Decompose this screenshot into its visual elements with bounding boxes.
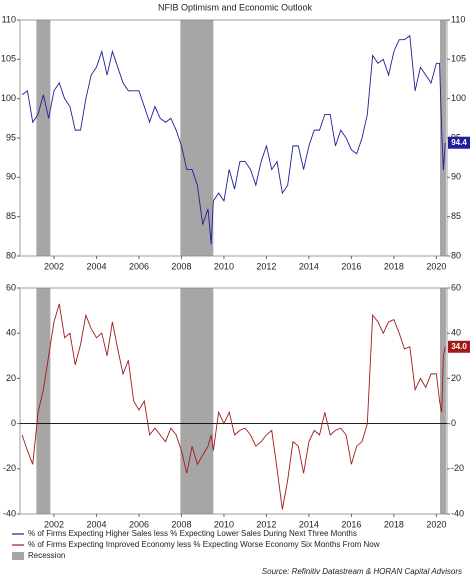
last-value-label: 94.4	[451, 138, 467, 147]
y-tick-label: 100	[451, 93, 466, 103]
x-tick-label: 2002	[44, 519, 64, 529]
y-tick-label: 90	[6, 172, 16, 182]
x-tick-label: 2016	[341, 261, 361, 271]
y-tick-label: 105	[1, 54, 16, 64]
x-tick-label: 2012	[256, 519, 276, 529]
y-tick-label: 60	[6, 282, 16, 292]
y-tick-label: 20	[6, 373, 16, 383]
x-tick-label: 2004	[86, 261, 106, 271]
y-tick-label: -20	[451, 463, 464, 473]
recession-band	[36, 20, 51, 256]
source: Source: Refinitiv Datastream & HORAN Cap…	[262, 567, 462, 576]
x-tick-label: 2002	[44, 261, 64, 271]
recession-band	[439, 288, 446, 514]
y-tick-label: 60	[451, 282, 461, 292]
x-tick-label: 2014	[299, 261, 319, 271]
y-tick-label: 105	[451, 54, 466, 64]
recession-band	[180, 288, 214, 514]
y-tick-label: -20	[3, 463, 16, 473]
last-value-box	[448, 136, 470, 149]
x-tick-label: 2018	[384, 519, 404, 529]
x-tick-label: 2014	[299, 519, 319, 529]
chart-title: NFIB Optimism and Economic Outlook	[158, 2, 313, 12]
x-tick-label: 2004	[86, 519, 106, 529]
y-tick-label: 0	[11, 418, 16, 428]
recession-band	[36, 288, 51, 514]
x-tick-label: 2018	[384, 261, 404, 271]
x-tick-label: 2020	[426, 519, 446, 529]
data-line	[21, 303, 446, 510]
y-tick-label: 80	[451, 250, 461, 260]
x-tick-label: 2020	[426, 261, 446, 271]
x-tick-label: 2006	[129, 519, 149, 529]
y-tick-label: 110	[451, 14, 465, 24]
y-tick-label: 20	[451, 373, 461, 383]
last-value-label: 34.0	[451, 342, 467, 351]
legend-label: % of Firms Expecting Improved Economy le…	[28, 540, 380, 549]
y-tick-label: 95	[6, 132, 16, 142]
y-tick-label: 40	[451, 328, 461, 338]
legend-swatch	[12, 552, 24, 560]
recession-band	[180, 20, 214, 256]
y-tick-label: 85	[6, 211, 16, 221]
y-tick-label: -40	[451, 508, 464, 518]
data-line	[21, 34, 446, 245]
legend-label: Recession	[28, 551, 65, 560]
last-value-box	[448, 340, 470, 353]
x-tick-label: 2006	[129, 261, 149, 271]
plot-frame	[19, 19, 448, 257]
y-tick-label: 100	[1, 93, 16, 103]
y-tick-label: 0	[451, 418, 456, 428]
recession-band	[439, 20, 446, 256]
y-tick-label: 40	[6, 328, 16, 338]
y-tick-label: 90	[451, 172, 461, 182]
y-tick-label: -40	[3, 508, 16, 518]
x-tick-label: 2010	[214, 519, 234, 529]
y-tick-label: 110	[2, 14, 16, 24]
x-tick-label: 2010	[214, 261, 234, 271]
x-tick-label: 2016	[341, 519, 361, 529]
legend-label: % of Firms Expecting Higher Sales less %…	[28, 529, 357, 538]
y-tick-label: 80	[6, 250, 16, 260]
x-tick-label: 2008	[171, 519, 191, 529]
x-tick-label: 2012	[256, 261, 276, 271]
y-tick-label: 85	[451, 211, 461, 221]
plot-frame	[19, 287, 448, 515]
x-tick-label: 2008	[171, 261, 191, 271]
